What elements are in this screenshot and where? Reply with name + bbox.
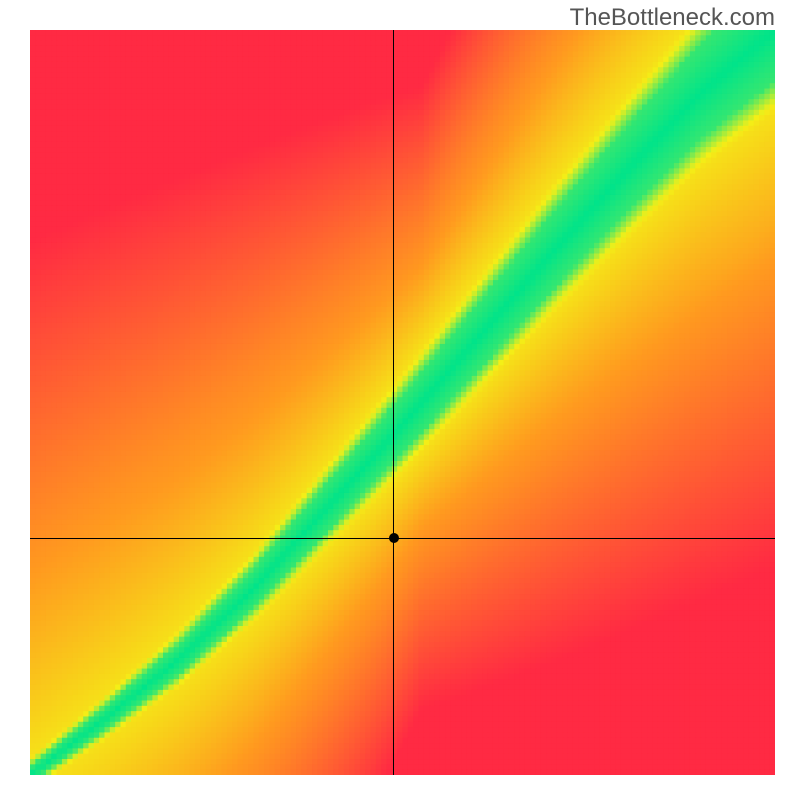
marker-dot [389,533,399,543]
crosshair-vertical [393,30,394,775]
crosshair-horizontal [30,538,775,539]
heatmap-canvas [30,30,775,775]
chart-container: TheBottleneck.com [0,0,800,800]
watermark-text: TheBottleneck.com [570,4,775,32]
